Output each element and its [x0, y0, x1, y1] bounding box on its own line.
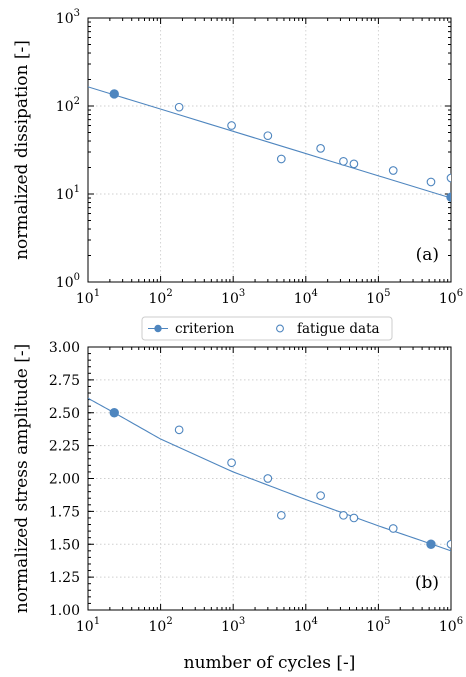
- y-tick-label: 2.75: [49, 373, 80, 389]
- y-tick-label: 103: [56, 8, 80, 27]
- fatigue-data-point: [388, 524, 398, 533]
- criterion-line: [88, 86, 451, 199]
- x-tick-label: 102: [148, 616, 172, 635]
- y-tick-label: 100: [56, 272, 80, 291]
- y-tick-label: 2.50: [49, 406, 80, 422]
- fatigue-data-point: [388, 166, 398, 175]
- panel-tag: (b): [415, 573, 439, 593]
- fatigue-data-point: [263, 131, 273, 141]
- x-axis-label: number of cycles [-]: [184, 653, 356, 673]
- criterion-point: [446, 192, 451, 202]
- fatigue-data-point: [227, 458, 236, 468]
- y-tick-label: 1.25: [49, 570, 80, 586]
- criterion-point: [109, 408, 119, 418]
- x-tick-label: 105: [366, 288, 390, 307]
- legend-fatigue-marker: [276, 324, 284, 333]
- legend: criterion fatigue data: [141, 316, 393, 341]
- fatigue-data-point: [316, 144, 325, 153]
- fatigue-data-point: [276, 510, 286, 520]
- y-tick-label: 1.00: [49, 603, 80, 619]
- fatigue-data-point: [446, 173, 451, 183]
- fatigue-data-point: [174, 425, 184, 435]
- fatigue-data-point: [426, 177, 436, 187]
- plot-frame: [87, 346, 452, 611]
- x-tick-label: 103: [221, 616, 245, 635]
- fatigue-data-point: [174, 102, 184, 112]
- criterion-point: [109, 89, 119, 99]
- legend-criterion-label: criterion: [175, 321, 235, 337]
- panel-tag: (a): [416, 245, 439, 265]
- legend-criterion-marker: [154, 324, 162, 333]
- fatigue-data-point: [339, 510, 348, 520]
- y-axis-label: normalized stress amplitude [-]: [12, 344, 32, 614]
- x-tick-label: 105: [366, 616, 390, 635]
- x-tick-label: 104: [294, 616, 318, 635]
- fatigue-data-point: [349, 159, 359, 169]
- y-axis-label: normalized dissipation [-]: [12, 40, 32, 260]
- fatigue-data-point: [446, 539, 451, 549]
- plot-frame: [87, 17, 452, 283]
- fatigue-data-point: [276, 154, 286, 164]
- fatigue-data-point: [263, 474, 273, 483]
- fatigue-data-point: [316, 491, 325, 500]
- y-tick-label: 3.00: [49, 340, 80, 356]
- criterion-point: [426, 539, 436, 549]
- y-tick-label: 1.75: [49, 504, 80, 520]
- legend-fatigue-label: fatigue data: [297, 321, 380, 337]
- y-tick-label: 2.25: [49, 439, 80, 455]
- panel-a-dissipation: 101 102 103 104 105 106100101102103(a)normali…: [12, 8, 463, 307]
- x-tick-label: 106: [439, 616, 463, 635]
- x-tick-label: 102: [148, 288, 172, 307]
- fatigue-data-point: [349, 513, 359, 523]
- y-tick-label: 2.00: [49, 472, 80, 488]
- fatigue-data-point: [227, 121, 236, 130]
- panel-b-stress-amplitude: 101 102 103 104 105 106 1.00 1.25 1.50 1.75 2.00 2.…: [12, 340, 463, 673]
- x-tick-label: 104: [294, 288, 318, 307]
- x-tick-label: 101: [76, 616, 100, 635]
- legend-box: [141, 316, 393, 341]
- fatigue-data-point: [339, 156, 348, 166]
- x-tick-label: 101: [76, 288, 100, 307]
- y-tick-label: 1.50: [49, 537, 80, 553]
- y-tick-label: 101: [56, 184, 80, 203]
- x-tick-label: 103: [221, 288, 245, 307]
- x-tick-label: 106: [439, 288, 463, 307]
- y-tick-label: 102: [56, 96, 80, 115]
